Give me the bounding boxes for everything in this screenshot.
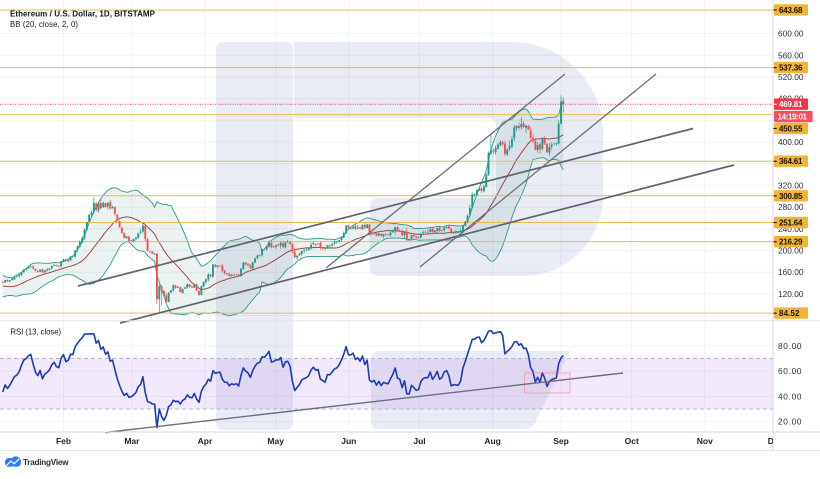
svg-text:14:19:01: 14:19:01 xyxy=(778,112,808,121)
svg-text:280.00: 280.00 xyxy=(778,202,804,212)
svg-text:Dec: Dec xyxy=(768,436,784,446)
svg-text:RSI (13, close): RSI (13, close) xyxy=(10,328,61,337)
svg-text:BB (20, close, 2, 0): BB (20, close, 2, 0) xyxy=(10,20,78,29)
svg-text:84.52: 84.52 xyxy=(779,309,800,318)
svg-text:450.55: 450.55 xyxy=(779,124,803,133)
svg-text:216.29: 216.29 xyxy=(779,238,803,247)
svg-text:40.00: 40.00 xyxy=(778,391,802,401)
svg-text:TradingView: TradingView xyxy=(23,458,69,467)
svg-text:400.00: 400.00 xyxy=(778,137,804,147)
svg-text:80.00: 80.00 xyxy=(778,341,802,351)
svg-text:Nov: Nov xyxy=(697,436,713,446)
svg-text:600.00: 600.00 xyxy=(778,29,804,39)
svg-text:320.00: 320.00 xyxy=(778,180,804,190)
svg-text:469.81: 469.81 xyxy=(779,100,803,109)
svg-text:520.00: 520.00 xyxy=(778,72,804,82)
svg-text:May: May xyxy=(267,436,284,446)
svg-text:20.00: 20.00 xyxy=(778,417,802,427)
svg-text:537.36: 537.36 xyxy=(779,64,803,73)
svg-text:Sep: Sep xyxy=(553,436,569,446)
svg-text:160.00: 160.00 xyxy=(778,267,804,277)
svg-text:200.00: 200.00 xyxy=(778,246,804,256)
svg-text:364.61: 364.61 xyxy=(779,157,803,166)
svg-text:Oct: Oct xyxy=(625,436,639,446)
svg-text:Jun: Jun xyxy=(341,436,356,446)
svg-text:60.00: 60.00 xyxy=(778,366,802,376)
svg-text:Aug: Aug xyxy=(484,436,501,446)
svg-text:643.68: 643.68 xyxy=(779,6,803,15)
svg-text:240.00: 240.00 xyxy=(778,224,804,234)
svg-text:Ethereum / U.S. Dollar, 1D, BI: Ethereum / U.S. Dollar, 1D, BITSTAMP xyxy=(10,10,156,19)
svg-text:251.64: 251.64 xyxy=(779,219,803,228)
svg-text:300.85: 300.85 xyxy=(779,192,803,201)
svg-text:560.00: 560.00 xyxy=(778,50,804,60)
svg-text:Feb: Feb xyxy=(56,436,71,446)
svg-text:Mar: Mar xyxy=(124,436,140,446)
svg-text:Apr: Apr xyxy=(198,436,213,446)
svg-text:120.00: 120.00 xyxy=(778,289,804,299)
svg-text:Jul: Jul xyxy=(413,436,425,446)
